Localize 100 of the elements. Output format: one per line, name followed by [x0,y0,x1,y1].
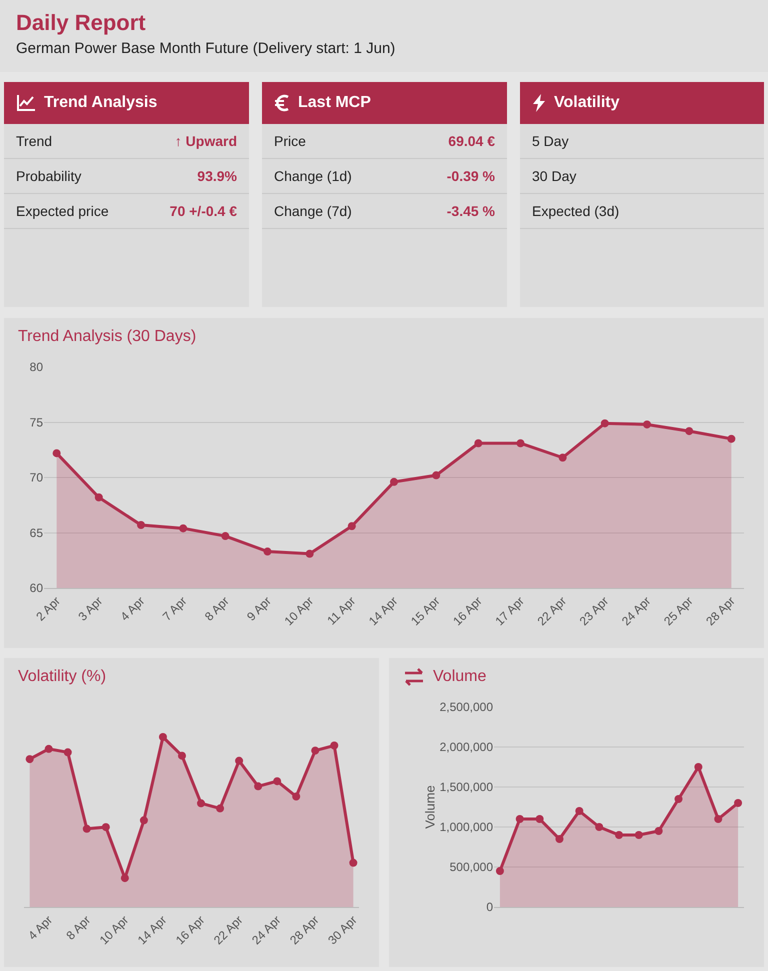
x-tick-label: 4 Apr [118,594,148,624]
category-label: 30 Day [532,168,576,184]
point [235,756,244,765]
category-label: Trend [16,133,52,149]
point [432,471,440,480]
point [348,522,356,530]
x-tick-label: 10 Apr [282,594,316,628]
text: Last MCP [298,94,371,112]
point [555,835,564,843]
y-tick-label: 500,000 [450,860,494,874]
y-tick-label: 2,000,000 [440,740,494,754]
chart-title: Volume [433,668,486,686]
x-tick-label: 9 Apr [244,594,274,624]
point [26,755,34,764]
x-tick-label: 28 Apr [287,912,322,948]
point [600,419,609,428]
point [330,742,338,750]
point [94,493,103,502]
x-tick-label: 14 Apr [366,594,400,628]
point [120,874,129,882]
text: 70 +/-0.4 € [170,203,237,219]
y-tick-label: 0 [486,900,494,914]
x-tick-label: 23 Apr [576,594,612,628]
chart-title: Volatility (%) [18,668,106,686]
point [306,550,314,558]
point [349,858,358,867]
point [102,823,110,832]
text: 93.9% [197,168,237,184]
point [273,777,282,786]
point [558,454,567,462]
text: -3.45 % [446,203,495,219]
x-tick-label: 16 Apr [172,912,208,948]
x-tick-label: 22 Apr [534,594,570,628]
x-tick-label: 22 Apr [211,912,246,948]
point [390,478,398,486]
point [197,799,206,808]
category-label: Expected price [16,203,109,219]
x-tick-label: 7 Apr [160,594,190,624]
point [216,804,224,812]
category-label: Price [274,133,306,149]
point [178,752,186,760]
text: -0.39 % [446,168,495,184]
y-axis-title: Volume [422,785,438,829]
x-tick-label: 8 Apr [63,912,94,943]
point [734,799,742,807]
x-tick-label: 10 Apr [96,912,132,948]
y-tick-label: 65 [30,526,44,540]
y-tick-label: 60 [30,581,44,596]
category-label: Probability [16,168,82,184]
point [714,815,722,823]
x-tick-label: 2 Apr [33,594,64,624]
point [727,434,736,443]
x-tick-label: 15 Apr [408,594,443,628]
point [615,831,623,839]
point [685,427,694,436]
text: Volatility [554,94,620,112]
y-tick-label: 1,000,000 [440,820,494,834]
point [516,815,524,823]
point [52,449,61,458]
point [292,792,300,800]
point [536,815,544,823]
x-tick-label: 14 Apr [134,912,170,948]
point [263,548,272,556]
point [82,824,91,833]
y-tick-label: 80 [30,360,44,374]
y-tick-label: 75 [30,415,44,430]
x-tick-label: 28 Apr [703,594,738,628]
x-tick-label: 25 Apr [661,594,696,628]
x-tick-label: 17 Apr [492,594,527,628]
point [643,420,652,428]
x-tick-label: 3 Apr [75,594,106,624]
point [158,733,167,741]
y-tick-label: 70 [30,470,44,485]
text: 69.04 € [448,133,495,149]
point [674,795,683,803]
point [179,524,188,532]
point [474,439,482,448]
point [64,748,72,756]
category-label: 5 Day [532,133,569,149]
point [575,807,584,815]
text: ↑ Upward [174,133,237,149]
category-label: Change (7d) [274,203,352,219]
point [516,439,525,448]
y-tick-label: 2,500,000 [440,700,494,714]
x-tick-label: 11 Apr [324,594,358,628]
x-tick-label: 30 Apr [325,912,360,948]
point [595,823,604,831]
text: Daily Report [16,10,147,36]
point [221,532,230,540]
text: Trend Analysis [44,94,158,112]
point [654,827,663,835]
category-label: Expected (3d) [532,203,620,219]
point [44,744,53,753]
chart-title: Trend Analysis (30 Days) [18,328,196,346]
x-tick-label: 4 Apr [25,912,56,943]
point [496,867,504,875]
point [311,746,320,755]
text: German Power Base Month Future (Delivery start: 1 Jun) [16,40,396,57]
y-tick-label: 1,500,000 [440,780,494,794]
x-tick-label: 24 Apr [618,594,654,628]
